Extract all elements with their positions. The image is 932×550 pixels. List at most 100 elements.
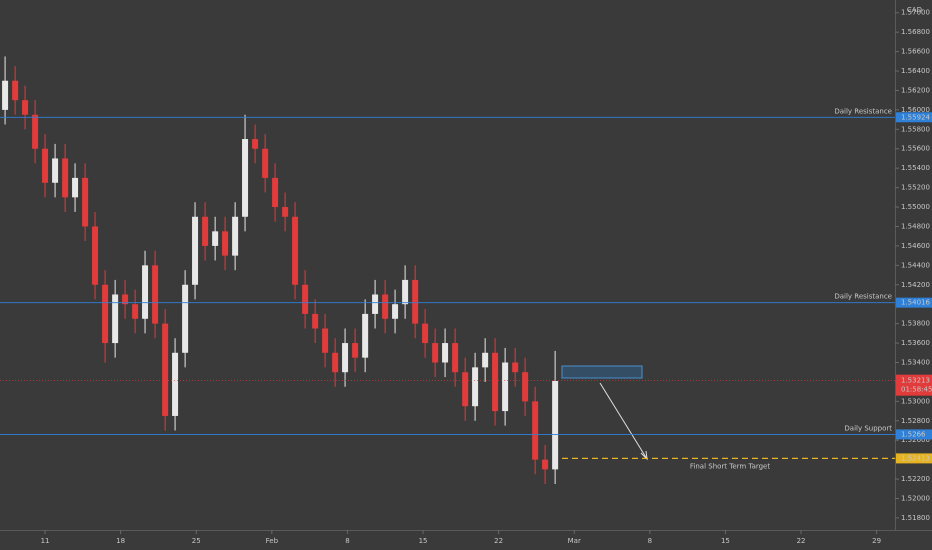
- level-label: Final Short Term Target: [690, 462, 770, 470]
- y-tick-label: 1.56400: [901, 67, 930, 75]
- candle-body: [232, 216, 239, 256]
- level-badge-label: 1.54016: [901, 299, 930, 307]
- candle-body: [22, 100, 29, 115]
- candle-body: [112, 294, 119, 344]
- candle-body: [92, 226, 99, 285]
- x-tick-label: Feb: [266, 537, 279, 545]
- candle-body: [142, 265, 149, 319]
- x-tick-label: 29: [872, 537, 881, 545]
- y-tick-label: 1.56800: [901, 28, 930, 36]
- candle-body: [222, 231, 229, 256]
- candle-body: [352, 343, 359, 358]
- candle-body: [312, 313, 319, 329]
- candle-body: [172, 352, 179, 416]
- candle-body: [202, 216, 209, 246]
- candle-body: [342, 343, 349, 373]
- candle-body: [512, 362, 519, 373]
- candle-body: [402, 279, 409, 305]
- candle-body: [122, 294, 129, 305]
- candle-body: [422, 323, 429, 344]
- level-badge: [896, 297, 932, 308]
- candle-body: [472, 367, 479, 407]
- candle-body: [432, 343, 439, 363]
- candle-body: [462, 372, 469, 407]
- y-tick-label: 1.56200: [901, 86, 930, 94]
- candle-body: [182, 284, 189, 353]
- level-label: Daily Resistance: [834, 293, 892, 301]
- level-badge: [896, 429, 932, 440]
- candle-body: [2, 80, 9, 110]
- candle-body: [102, 284, 109, 344]
- x-tick-label: 8: [345, 537, 349, 545]
- candle-body: [392, 304, 399, 319]
- y-tick-label: 1.56000: [901, 106, 930, 114]
- candle-body: [32, 114, 39, 149]
- candle-body: [332, 352, 339, 373]
- x-tick-label: 8: [648, 537, 652, 545]
- level-badge: [896, 112, 932, 123]
- candle-body: [442, 343, 449, 363]
- candle-body: [362, 313, 369, 358]
- candle-body: [482, 352, 489, 368]
- x-tick-label: Mar: [568, 537, 581, 545]
- y-tick-label: 1.54800: [901, 222, 930, 230]
- candle-body: [292, 216, 299, 285]
- y-tick-label: 1.56600: [901, 48, 930, 56]
- candle-body: [532, 401, 539, 460]
- y-tick-label: 1.51800: [901, 514, 930, 522]
- y-tick-label: 1.57000: [901, 9, 930, 17]
- y-tick-label: 1.54400: [901, 261, 930, 269]
- candle-body: [52, 158, 59, 183]
- candle-body: [152, 265, 159, 324]
- y-tick-label: 1.55400: [901, 164, 930, 172]
- y-tick-label: 1.52200: [901, 475, 930, 483]
- y-tick-label: 1.52600: [901, 436, 930, 444]
- candle-body: [72, 177, 79, 198]
- y-tick-label: 1.55600: [901, 145, 930, 153]
- candle-body: [42, 148, 49, 183]
- y-tick-label: 1.52000: [901, 495, 930, 503]
- level-label: Daily Support: [844, 424, 892, 432]
- y-tick-label: 1.53800: [901, 320, 930, 328]
- last-price-badge: [896, 374, 932, 396]
- candle-body: [412, 279, 419, 324]
- candle-body: [452, 343, 459, 373]
- candle-body: [322, 328, 329, 353]
- x-tick-label: 22: [797, 537, 806, 545]
- candle-body: [492, 352, 499, 412]
- candle-body: [252, 139, 259, 149]
- candle-body: [372, 294, 379, 314]
- level-badge-label: 1.5266: [901, 430, 926, 438]
- currency-label: CAD: [907, 6, 922, 14]
- y-tick-label: 1.54600: [901, 242, 930, 250]
- candle-body: [272, 177, 279, 208]
- candle-body: [212, 231, 219, 246]
- y-tick-label: 1.52800: [901, 417, 930, 425]
- candle-body: [242, 139, 249, 217]
- last-price-label: 1.53213: [901, 377, 930, 385]
- candle-body: [302, 284, 309, 314]
- candle-body: [82, 177, 89, 227]
- zone-box: [561, 365, 643, 379]
- level-badge-label: 1.52413: [901, 454, 930, 462]
- level-label: Daily Resistance: [834, 107, 892, 115]
- y-tick-label: 1.53400: [901, 358, 930, 366]
- x-tick-label: 25: [192, 537, 201, 545]
- x-tick-label: 15: [721, 537, 730, 545]
- y-tick-label: 1.55000: [901, 203, 930, 211]
- candle-body: [552, 380, 559, 470]
- level-badge: [896, 453, 932, 464]
- candle-body: [132, 304, 139, 319]
- candle-body: [542, 459, 549, 470]
- y-tick-label: 1.55200: [901, 184, 930, 192]
- x-tick-label: 15: [419, 537, 428, 545]
- candle-body: [282, 207, 289, 217]
- y-tick-label: 1.55800: [901, 125, 930, 133]
- candle-body: [62, 158, 69, 198]
- y-tick-label: 1.53000: [901, 397, 930, 405]
- x-tick-label: 11: [41, 537, 50, 545]
- candle-body: [522, 372, 529, 402]
- x-tick-label: 18: [116, 537, 125, 545]
- arrow-head: [640, 450, 648, 461]
